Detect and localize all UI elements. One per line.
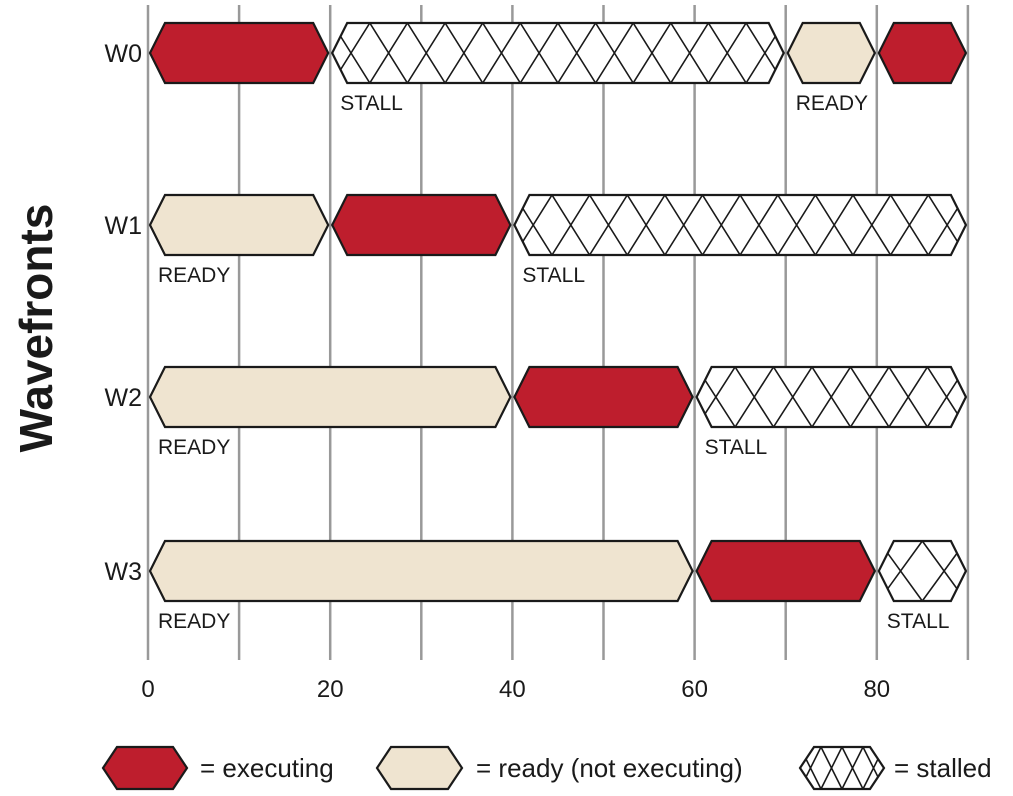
segment-state-label: STALL [705, 436, 768, 459]
segment-ready [786, 21, 877, 85]
wavefront-rows: W0 STALL READY W1 READY STALL W2 READY STALL W3 RE… [105, 21, 968, 633]
segment-executing [877, 21, 968, 85]
segment-state-label: STALL [340, 92, 403, 115]
segment-stall [877, 539, 968, 603]
x-tick-label: 80 [863, 676, 890, 703]
legend-item-ready: = ready (not executing) [375, 745, 743, 791]
segment-stall [330, 21, 785, 85]
wavefront-row: W1 READY STALL [105, 193, 968, 287]
segment-stall [695, 365, 968, 429]
segment-state-label: READY [158, 264, 230, 287]
x-tick-label: 40 [499, 676, 526, 703]
wavefront-label: W2 [105, 384, 143, 412]
segment-state-label: READY [158, 436, 230, 459]
legend-item-executing: = executing [101, 745, 334, 791]
x-axis-ticks: 0 20 40 60 80 [141, 676, 890, 703]
wavefront-row: W2 READY STALL [105, 365, 968, 459]
segment-state-label: STALL [887, 610, 950, 633]
wavefront-row: W3 READY STALL [105, 539, 968, 633]
x-tick-label: 0 [141, 676, 154, 703]
segment-state-label: READY [796, 92, 868, 115]
segment-ready [148, 365, 512, 429]
segment-ready [148, 539, 694, 603]
segment-stall [513, 193, 968, 257]
wavefront-label: W1 [105, 212, 143, 240]
segment-state-label: READY [158, 610, 230, 633]
legend-label: = stalled [894, 753, 992, 783]
wavefront-label: W3 [105, 558, 143, 586]
legend-item-stall: = stalled [798, 745, 992, 791]
y-axis-label: Wavefronts [10, 204, 62, 453]
segment-executing [330, 193, 512, 257]
legend-label: = ready (not executing) [476, 753, 743, 783]
segment-ready [148, 193, 330, 257]
legend: = executing = ready (not executing) = stal… [101, 745, 992, 791]
x-tick-label: 20 [317, 676, 344, 703]
segment-executing [513, 365, 694, 429]
wavefront-label: W0 [105, 40, 143, 68]
x-tick-label: 60 [681, 676, 708, 703]
segment-state-label: STALL [522, 264, 585, 287]
segment-executing [148, 21, 330, 85]
legend-label: = executing [200, 753, 334, 783]
wavefront-row: W0 STALL READY [105, 21, 968, 115]
grid-lines [146, 5, 970, 660]
segment-executing [695, 539, 877, 603]
